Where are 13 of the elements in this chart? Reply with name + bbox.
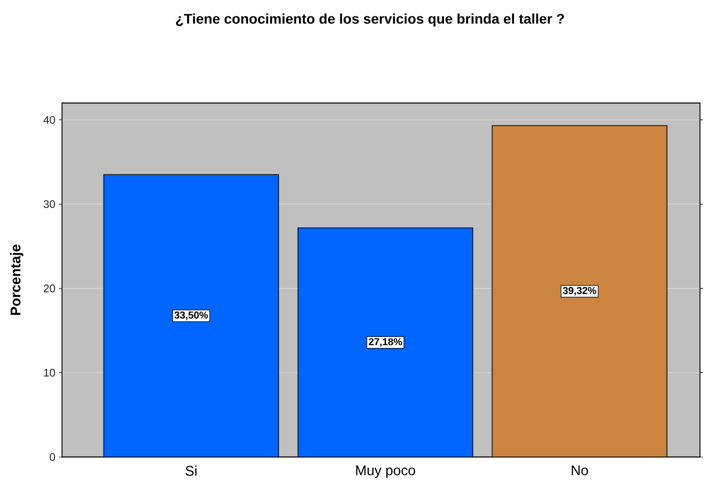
x-tick-label: No [572,466,588,476]
y-axis-title: Porcentaje [10,244,24,315]
x-tick-label: Si [186,466,196,476]
y-tick-label: 30 [44,200,56,208]
chart-title: ¿Tiene conocimiento de los servicios que brinda el taller ? [176,13,564,27]
y-tick-label: 10 [44,368,56,377]
y-tick-label: 20 [44,284,56,292]
data-label: 39,32% [562,287,596,296]
x-tick-label: Muy poco [356,466,416,478]
y-tick-label: 40 [43,116,56,124]
data-label: 33,50% [174,312,208,320]
data-label: 27,18% [368,338,402,347]
y-tick-label: 0 [50,453,56,461]
